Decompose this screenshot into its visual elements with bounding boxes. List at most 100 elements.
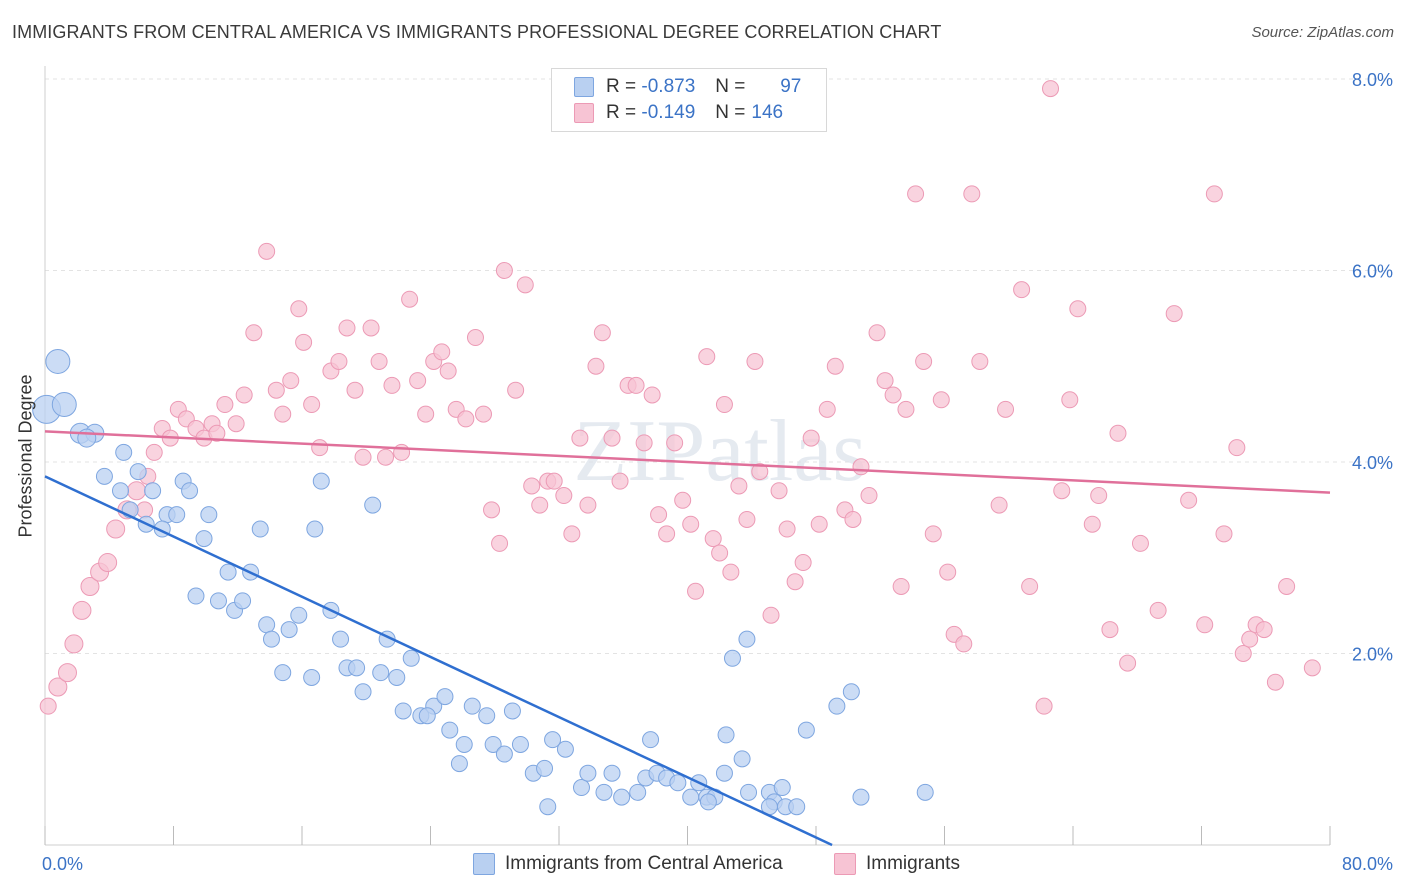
data-point [762, 606, 780, 624]
data-point [955, 635, 973, 653]
data-point [274, 405, 292, 423]
chart-title: IMMIGRANTS FROM CENTRAL AMERICA VS IMMIG… [12, 22, 942, 42]
data-point [377, 448, 395, 466]
n-label: N = [715, 76, 746, 97]
source-label: Source: ZipAtlas.com [1251, 24, 1394, 41]
data-point [852, 788, 870, 806]
data-point [627, 376, 645, 394]
y-tick-label: 4.0% [1352, 453, 1393, 473]
data-point [666, 434, 684, 452]
data-point [1042, 80, 1060, 98]
data-point [354, 448, 372, 466]
data-point [235, 386, 253, 404]
data-point [401, 290, 419, 308]
data-point [544, 731, 562, 749]
data-point [1149, 601, 1167, 619]
axes [44, 66, 1331, 846]
data-point [593, 324, 611, 342]
data-point [282, 372, 300, 390]
data-point [483, 501, 501, 519]
n-value: 146 [751, 102, 784, 123]
data-point [115, 443, 133, 461]
y-tick-label: 8.0% [1352, 70, 1393, 90]
central-america-trend-line [44, 475, 833, 847]
data-point [587, 357, 605, 375]
data-point [1278, 577, 1296, 595]
data-point [797, 721, 815, 739]
data-point [860, 487, 878, 505]
data-point [1013, 281, 1031, 299]
r-value: -0.149 [641, 102, 696, 123]
data-point [168, 506, 186, 524]
data-point [539, 798, 557, 816]
data-point [643, 386, 661, 404]
data-point [1234, 645, 1252, 662]
data-point [1255, 621, 1273, 639]
data-point [730, 477, 748, 495]
data-point [876, 372, 894, 390]
data-point [98, 553, 118, 573]
legend-label: Immigrants [866, 853, 960, 874]
data-point [111, 482, 129, 500]
data-point [95, 467, 113, 485]
data-point [145, 443, 163, 461]
data-point [290, 606, 308, 624]
data-point [450, 755, 468, 773]
data-point [723, 649, 741, 667]
data-point [455, 735, 473, 753]
data-point [971, 352, 989, 370]
correlation-legend: R = -0.873 N = 97 R = -0.149 N = 146 [551, 68, 827, 132]
data-point [200, 506, 218, 524]
data-point [924, 525, 942, 543]
data-point [338, 319, 356, 337]
data-point [603, 764, 621, 782]
bottom-legend-central-america: Immigrants from Central America [473, 852, 783, 876]
data-point [436, 688, 454, 706]
data-point [1131, 534, 1149, 552]
data-point [234, 592, 252, 610]
data-point [402, 649, 420, 667]
immigrants-trend-line [44, 430, 1331, 494]
data-point [682, 788, 700, 806]
data-point [439, 362, 457, 380]
r-label: R = [606, 102, 637, 123]
data-point [1061, 391, 1079, 409]
data-point [733, 750, 751, 768]
data-point [595, 783, 613, 801]
data-point [303, 396, 321, 414]
r-label: R = [606, 76, 637, 97]
data-point [1303, 659, 1321, 677]
data-point [1241, 630, 1259, 648]
bottom-legend-immigrants: Immigrants [834, 852, 960, 876]
data-point [563, 525, 581, 543]
data-point [364, 496, 382, 514]
data-point [1035, 697, 1053, 715]
data-point [219, 563, 237, 581]
data-point [915, 352, 933, 370]
data-point [523, 477, 541, 495]
data-point [45, 348, 71, 374]
data-point [642, 731, 660, 749]
data-point [715, 396, 733, 414]
data-point [674, 491, 692, 509]
data-point [303, 668, 321, 686]
data-point [997, 400, 1015, 418]
data-point [258, 616, 276, 634]
data-point [717, 726, 735, 744]
x-tick-label: 0.0% [42, 854, 83, 874]
data-point [1119, 654, 1137, 672]
data-point [39, 697, 57, 715]
data-point [751, 463, 769, 481]
data-point [1228, 439, 1246, 457]
x-tick-label: 80.0% [1342, 854, 1393, 874]
data-point [312, 472, 330, 490]
immigrants-points [39, 80, 1321, 715]
data-point [417, 405, 435, 423]
data-point [818, 400, 836, 418]
data-point [884, 386, 902, 404]
data-point [127, 481, 147, 501]
data-point [572, 779, 590, 797]
data-point [770, 482, 788, 500]
data-point [64, 634, 84, 654]
data-point [388, 668, 406, 686]
